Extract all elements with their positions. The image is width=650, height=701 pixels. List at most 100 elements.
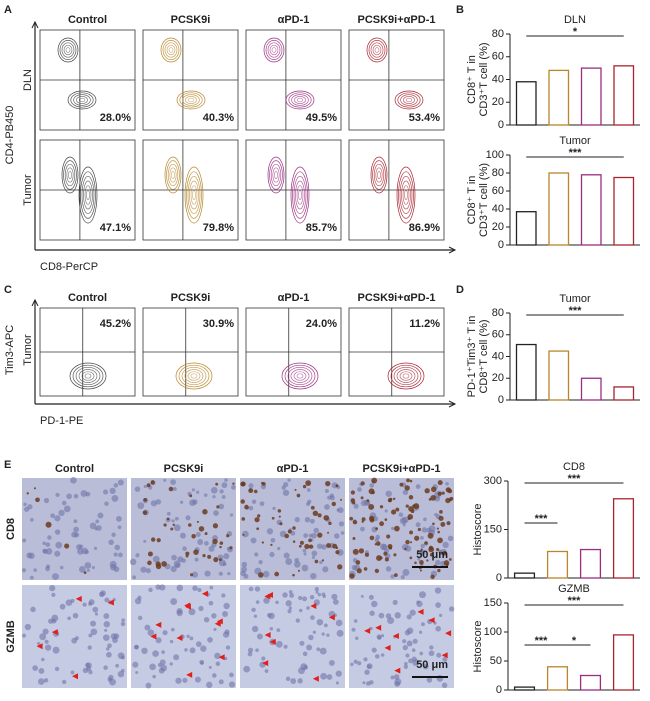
nucleus bbox=[251, 625, 259, 633]
column-title: Control bbox=[55, 463, 94, 475]
nucleus bbox=[221, 495, 226, 499]
brown-stain bbox=[404, 485, 410, 491]
y-tick-label: 80 bbox=[492, 28, 504, 40]
bar bbox=[515, 81, 537, 126]
brown-stain bbox=[349, 516, 354, 521]
nucleus bbox=[337, 507, 344, 514]
nucleus bbox=[328, 660, 335, 666]
arrowhead bbox=[155, 621, 162, 628]
nucleus bbox=[218, 679, 224, 685]
contour bbox=[179, 92, 203, 108]
brown-stain bbox=[391, 509, 397, 515]
contour bbox=[265, 40, 283, 60]
nucleus bbox=[134, 644, 139, 650]
brown-stain bbox=[395, 507, 400, 512]
nucleus bbox=[442, 656, 448, 662]
nucleus bbox=[87, 645, 92, 650]
nucleus bbox=[141, 647, 148, 655]
nucleus bbox=[147, 629, 155, 636]
nucleus bbox=[285, 600, 292, 607]
chart-title: DLN bbox=[564, 14, 586, 26]
contour bbox=[176, 90, 206, 110]
nucleus bbox=[179, 500, 184, 504]
brown-stain bbox=[189, 494, 193, 498]
nucleus bbox=[132, 575, 137, 580]
nucleus bbox=[175, 677, 182, 684]
nucleus bbox=[364, 669, 370, 675]
nucleus bbox=[95, 519, 100, 524]
nucleus bbox=[104, 628, 108, 632]
nucleus bbox=[314, 586, 319, 592]
nucleus bbox=[402, 569, 410, 576]
brown-stain bbox=[172, 523, 175, 527]
contour bbox=[187, 371, 201, 381]
nucleus bbox=[360, 594, 364, 598]
brown-stain bbox=[352, 548, 359, 555]
brown-stain bbox=[328, 521, 332, 526]
nucleus bbox=[195, 532, 201, 537]
nucleus bbox=[243, 665, 251, 673]
y-tick-label: 40 bbox=[492, 350, 504, 362]
nucleus bbox=[229, 513, 234, 517]
nucleus bbox=[317, 592, 322, 597]
nucleus bbox=[224, 478, 228, 482]
significance-label: *** bbox=[569, 147, 583, 159]
nucleus bbox=[70, 670, 75, 675]
nucleus bbox=[218, 503, 225, 510]
nucleus bbox=[22, 538, 27, 543]
nucleus bbox=[387, 617, 395, 625]
nucleus bbox=[38, 667, 45, 674]
y-tick-label: 40 bbox=[492, 73, 504, 85]
nucleus bbox=[426, 677, 433, 683]
nucleus bbox=[369, 680, 374, 685]
nucleus bbox=[43, 678, 49, 683]
nucleus bbox=[39, 633, 47, 641]
y-tick-label: 150 bbox=[484, 597, 502, 609]
nucleus bbox=[321, 544, 327, 550]
brown-stain bbox=[349, 573, 355, 579]
brown-stain bbox=[305, 480, 312, 486]
nucleus bbox=[402, 639, 407, 644]
arrowhead bbox=[364, 627, 371, 634]
arrow-head bbox=[448, 400, 457, 408]
nucleus bbox=[54, 550, 61, 557]
nucleus bbox=[254, 552, 259, 557]
nucleus bbox=[195, 641, 202, 647]
nucleus bbox=[340, 531, 345, 535]
arrowhead bbox=[107, 599, 114, 606]
nucleus bbox=[320, 672, 327, 680]
nucleus bbox=[313, 527, 319, 534]
nucleus bbox=[436, 674, 444, 682]
nucleus bbox=[241, 561, 248, 568]
nucleus bbox=[439, 613, 443, 617]
brown-stain bbox=[143, 498, 148, 502]
nucleus bbox=[72, 612, 79, 619]
arrowhead bbox=[269, 638, 276, 645]
brown-stain bbox=[393, 573, 398, 578]
brown-stain bbox=[170, 527, 174, 531]
nucleus bbox=[180, 532, 186, 539]
nucleus bbox=[384, 509, 388, 513]
brown-stain bbox=[408, 495, 414, 500]
contour bbox=[67, 90, 97, 110]
nucleus bbox=[196, 490, 200, 494]
nucleus bbox=[50, 513, 55, 519]
percent-label: 45.2% bbox=[100, 318, 131, 330]
brown-stain bbox=[312, 510, 319, 517]
nucleus bbox=[363, 657, 368, 662]
brown-stain bbox=[226, 534, 230, 538]
contour bbox=[70, 92, 94, 108]
brown-stain bbox=[420, 548, 423, 551]
nucleus bbox=[185, 515, 191, 521]
brown-stain bbox=[414, 535, 420, 541]
nucleus bbox=[228, 681, 236, 688]
brown-stain bbox=[387, 543, 393, 549]
nucleus bbox=[392, 599, 398, 605]
nucleus bbox=[324, 488, 329, 493]
contour bbox=[396, 369, 416, 383]
nucleus bbox=[293, 561, 301, 568]
brown-stain bbox=[185, 554, 189, 558]
nucleus bbox=[229, 672, 234, 678]
nucleus bbox=[288, 590, 293, 594]
nucleus bbox=[439, 550, 443, 554]
